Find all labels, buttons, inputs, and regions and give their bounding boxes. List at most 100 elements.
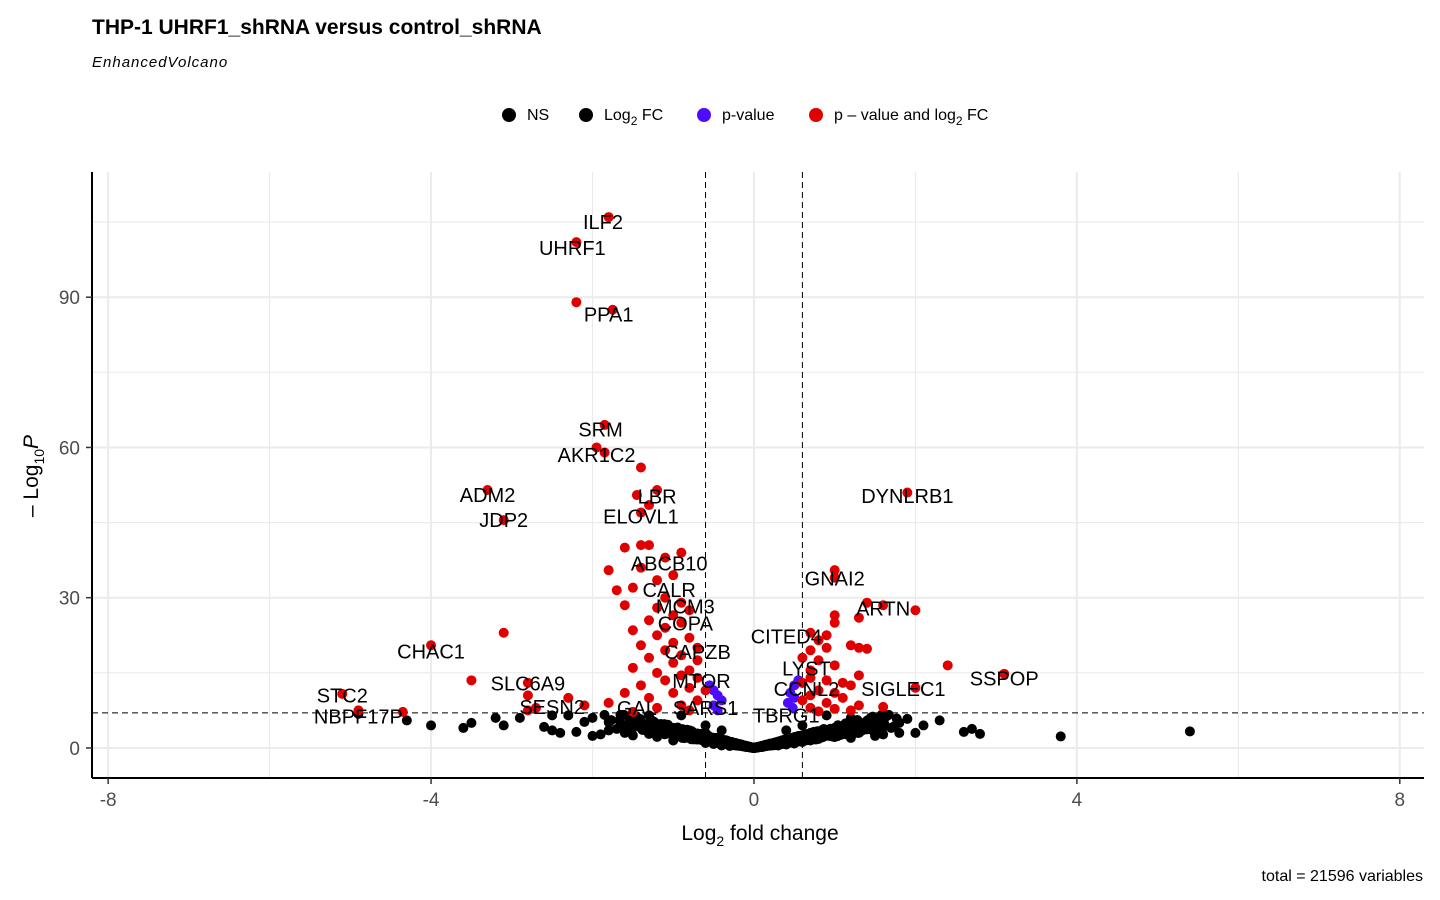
gene-label: SRM bbox=[578, 419, 622, 441]
data-point-sig bbox=[652, 602, 663, 613]
gene-label: ARTN bbox=[856, 599, 910, 621]
data-point-ns bbox=[700, 727, 711, 738]
data-point-ns bbox=[498, 720, 509, 731]
data-point-sig bbox=[563, 692, 574, 703]
data-point-ns bbox=[934, 715, 945, 726]
data-point-sig bbox=[619, 687, 630, 698]
data-point-sig bbox=[522, 677, 533, 688]
data-point-ns bbox=[1184, 726, 1195, 737]
data-point-sig bbox=[813, 706, 824, 717]
data-point-sig bbox=[676, 670, 687, 681]
data-point-sig bbox=[692, 655, 703, 666]
data-point-sig bbox=[684, 705, 695, 716]
gene-label: CITED4 bbox=[751, 626, 822, 648]
gene-label: ADM2 bbox=[460, 485, 516, 507]
gene-label: MTOR bbox=[672, 671, 731, 693]
data-point-ns bbox=[660, 726, 671, 737]
legend-key bbox=[502, 108, 516, 122]
data-point-sig bbox=[644, 615, 655, 626]
data-point-sig bbox=[611, 585, 622, 596]
data-point-sig bbox=[878, 701, 889, 712]
data-point-sig bbox=[999, 668, 1010, 679]
data-point-sig bbox=[591, 442, 602, 453]
chart-subtitle: EnhancedVolcano bbox=[92, 54, 228, 71]
data-point-sig bbox=[619, 542, 630, 553]
data-point-ns bbox=[571, 726, 582, 737]
data-point-ns bbox=[619, 727, 630, 738]
data-point-sig bbox=[603, 212, 614, 223]
data-point-sig bbox=[821, 675, 832, 686]
data-point-sig bbox=[635, 680, 646, 691]
y-axis-label-prefix: – Log bbox=[20, 465, 43, 518]
data-point-ns bbox=[845, 712, 856, 723]
data-point-sig bbox=[829, 703, 840, 714]
data-point-ns bbox=[805, 735, 816, 746]
data-point-sig bbox=[797, 677, 808, 688]
data-point-ns bbox=[603, 725, 614, 736]
data-point-p bbox=[787, 702, 798, 713]
data-point-ns bbox=[708, 738, 719, 749]
data-point-sig bbox=[845, 705, 856, 716]
data-point-ns bbox=[555, 727, 566, 738]
data-point-ns bbox=[547, 710, 558, 721]
gene-label: GAL bbox=[617, 698, 657, 720]
data-point-sig bbox=[397, 706, 408, 717]
gene-label: GNAI2 bbox=[805, 569, 865, 591]
data-point-sig bbox=[797, 652, 808, 663]
data-point-ns bbox=[821, 710, 832, 721]
gene-label: AKR1C2 bbox=[558, 445, 636, 467]
data-point-sig bbox=[579, 700, 590, 711]
data-point-ns bbox=[579, 716, 590, 727]
data-point-ns bbox=[635, 722, 646, 733]
gene-label: JDP2 bbox=[479, 510, 528, 532]
data-point-ns bbox=[700, 720, 711, 731]
data-point-sig bbox=[607, 304, 618, 315]
gene-label: UHRF1 bbox=[539, 238, 606, 260]
data-point-ns bbox=[676, 727, 687, 738]
data-point-ns bbox=[765, 739, 776, 750]
gene-label: CHAC1 bbox=[397, 641, 465, 663]
data-point-sig bbox=[599, 419, 610, 430]
data-point-sig bbox=[635, 507, 646, 518]
data-point-sig bbox=[692, 672, 703, 683]
data-point-ns bbox=[757, 741, 768, 752]
gene-label: TBRG1 bbox=[753, 705, 820, 727]
data-point-sig bbox=[668, 610, 679, 621]
gene-label: SESN2 bbox=[519, 697, 585, 719]
data-point-ns bbox=[615, 709, 626, 720]
data-point-ns bbox=[748, 742, 759, 753]
data-point-sig bbox=[878, 600, 889, 611]
data-point-ns bbox=[773, 740, 784, 751]
data-point-ns bbox=[886, 722, 897, 733]
data-point-sig bbox=[660, 645, 671, 656]
data-point-sig bbox=[902, 487, 913, 498]
x-tick-label: 4 bbox=[1072, 790, 1083, 811]
data-point-sig bbox=[853, 670, 864, 681]
data-point-ns bbox=[700, 737, 711, 748]
gene-label: SSPOP bbox=[970, 668, 1039, 690]
data-point-sig bbox=[631, 490, 642, 501]
data-point-ns bbox=[724, 740, 735, 751]
data-point-sig bbox=[676, 650, 687, 661]
gene-label: SARS1 bbox=[673, 698, 739, 720]
legend-key bbox=[579, 108, 593, 122]
data-point-ns bbox=[781, 725, 792, 736]
data-point-sig bbox=[829, 572, 840, 583]
data-point-sig bbox=[627, 625, 638, 636]
data-point-sig bbox=[942, 660, 953, 671]
data-point-sig bbox=[805, 690, 816, 701]
data-point-ns bbox=[563, 710, 574, 721]
data-point-sig bbox=[603, 565, 614, 576]
x-tick-label: -8 bbox=[100, 790, 117, 811]
gene-label: STC2 bbox=[317, 685, 368, 707]
data-point-sig bbox=[829, 687, 840, 698]
data-point-ns bbox=[547, 725, 558, 736]
data-point-sig bbox=[644, 652, 655, 663]
data-point-sig bbox=[668, 657, 679, 668]
data-point-sig bbox=[522, 690, 533, 701]
data-point-sig bbox=[797, 695, 808, 706]
data-point-sig bbox=[684, 632, 695, 643]
data-point-sig bbox=[805, 672, 816, 683]
gene-label: CALR bbox=[643, 580, 696, 602]
